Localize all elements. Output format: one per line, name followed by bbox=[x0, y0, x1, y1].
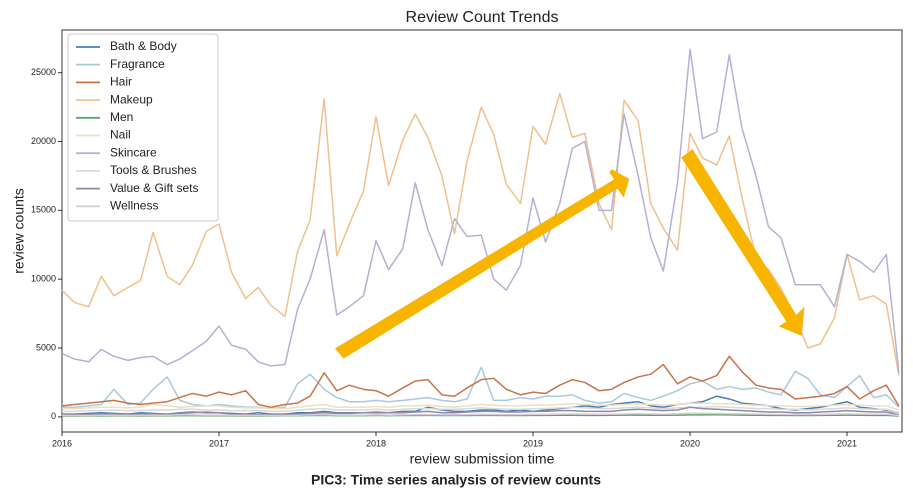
legend-label: Wellness bbox=[110, 198, 158, 212]
trend-arrow-up bbox=[334, 169, 630, 359]
legend-label: Fragrance bbox=[110, 57, 165, 71]
series-line bbox=[62, 405, 900, 414]
x-tick-label: 2020 bbox=[680, 438, 700, 448]
y-tick-label: 5000 bbox=[36, 342, 56, 352]
legend-label: Bath & Body bbox=[110, 39, 177, 53]
x-tick-label: 2019 bbox=[523, 438, 543, 448]
legend-label: Men bbox=[110, 110, 133, 124]
x-tick-label: 2018 bbox=[366, 438, 386, 448]
chart-title: Review Count Trends bbox=[406, 9, 559, 26]
y-tick-label: 25000 bbox=[31, 67, 56, 77]
legend: Bath & Body Fragrance Hair Makeup Men Nail Ski… bbox=[67, 33, 219, 222]
x-axis-label: review submission time bbox=[410, 451, 555, 467]
legend-label: Makeup bbox=[110, 92, 153, 106]
legend-label: Hair bbox=[110, 75, 132, 89]
y-tick-label: 15000 bbox=[31, 205, 56, 215]
legend-label: Nail bbox=[110, 128, 131, 142]
y-tick-label: 20000 bbox=[31, 136, 56, 146]
series-line bbox=[61, 48, 900, 373]
series-line bbox=[62, 402, 900, 411]
x-tick-label: 2017 bbox=[209, 438, 229, 448]
y-axis-label: review counts bbox=[11, 188, 27, 274]
y-tick-label: 10000 bbox=[31, 274, 56, 284]
x-tick-label: 2016 bbox=[52, 438, 72, 448]
series-line bbox=[62, 406, 900, 416]
y-tick-label: 0 bbox=[51, 411, 56, 421]
series-line bbox=[62, 412, 899, 417]
legend-label: Skincare bbox=[110, 145, 157, 159]
legend-box bbox=[67, 33, 219, 222]
legend-label: Tools & Brushes bbox=[110, 163, 197, 177]
caption: PIC3: Time series analysis of review cou… bbox=[311, 472, 601, 488]
plot-area: 0 5000 10000 15000 20000 25000 2016 2017 2018 201… bbox=[31, 29, 903, 448]
plot-frame bbox=[61, 29, 903, 433]
series-line bbox=[61, 355, 900, 408]
x-tick-label: 2021 bbox=[837, 438, 857, 448]
legend-label: Value & Gift sets bbox=[110, 181, 198, 195]
trend-arrow-down bbox=[681, 149, 805, 336]
